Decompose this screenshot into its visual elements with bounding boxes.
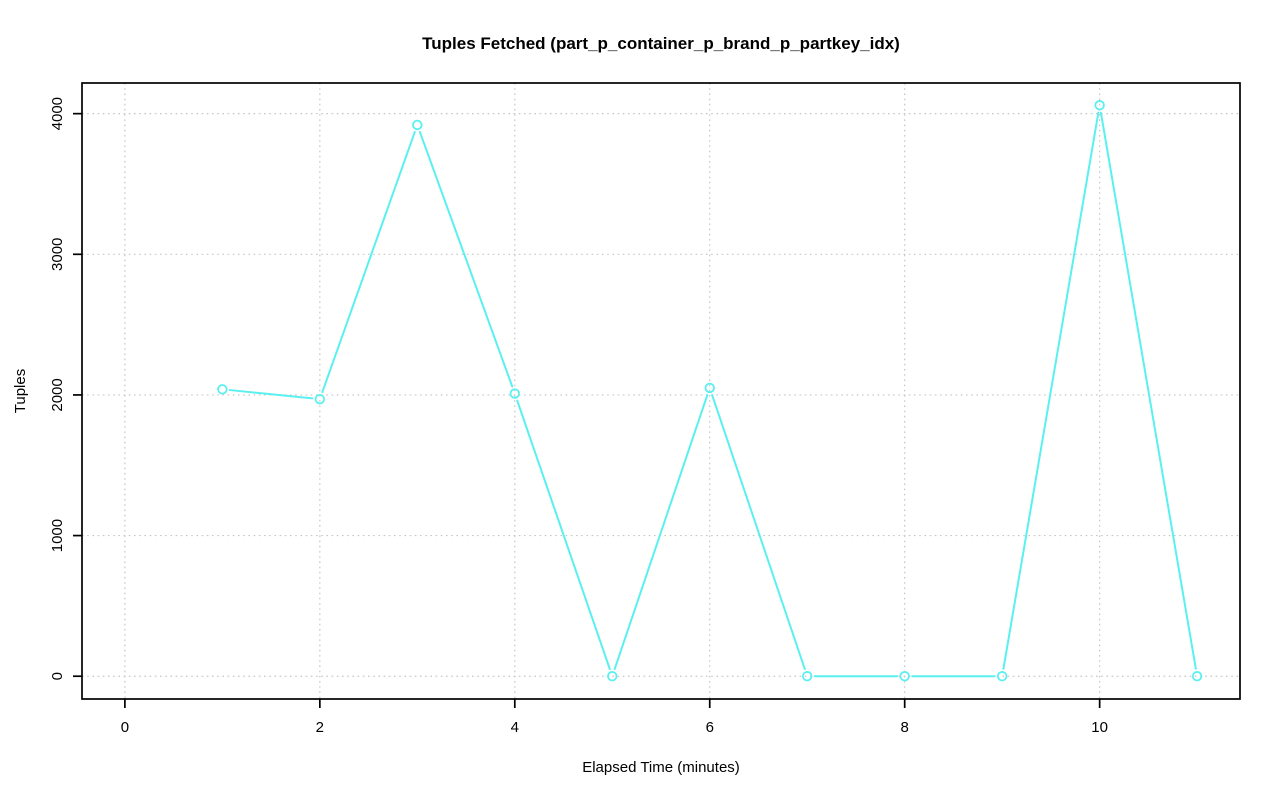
x-tick-label: 2 (316, 719, 324, 736)
data-series (217, 100, 1203, 682)
y-tick-label: 0 (49, 672, 66, 680)
y-tick-label: 2000 (49, 378, 66, 411)
plot-box (81, 82, 1241, 700)
y-tick-label: 1000 (49, 519, 66, 552)
axes: 0 2 4 6 8 10 0 1000 2000 3000 4000 (49, 82, 1241, 736)
data-point-marker (412, 119, 423, 131)
series-line-segment (228, 389, 314, 400)
x-tick-label: 6 (706, 719, 714, 736)
x-tick-label: 8 (901, 719, 909, 736)
series-line-segment (516, 399, 611, 671)
x-tick-label: 10 (1091, 719, 1108, 736)
data-point-marker (607, 671, 618, 682)
x-tick-label: 4 (511, 719, 519, 736)
y-tick-label: 4000 (49, 97, 66, 130)
chart-title: Tuples Fetched (part_p_container_p_brand… (422, 34, 900, 53)
data-point-marker (1191, 671, 1203, 682)
data-point-marker (899, 671, 910, 682)
series-line-segment (613, 394, 709, 671)
x-tick-label: 0 (121, 719, 129, 736)
data-point-marker (704, 382, 715, 394)
series-line-segment (1002, 111, 1100, 670)
y-tick-label: 3000 (49, 238, 66, 271)
series-line-segment (418, 130, 514, 388)
grid-lines (82, 83, 1240, 699)
data-point-marker (314, 393, 326, 405)
series-line-segment (321, 130, 416, 394)
data-point-marker (802, 671, 813, 682)
data-point-marker (996, 671, 1008, 682)
data-point-marker (509, 388, 520, 399)
data-point-marker (1094, 100, 1105, 111)
x-axis-label: Elapsed Time (minutes) (582, 759, 740, 776)
data-point-marker (217, 384, 228, 395)
series-line-segment (711, 394, 806, 671)
series-line-segment (1099, 111, 1197, 670)
y-axis-label: Tuples (12, 369, 29, 413)
